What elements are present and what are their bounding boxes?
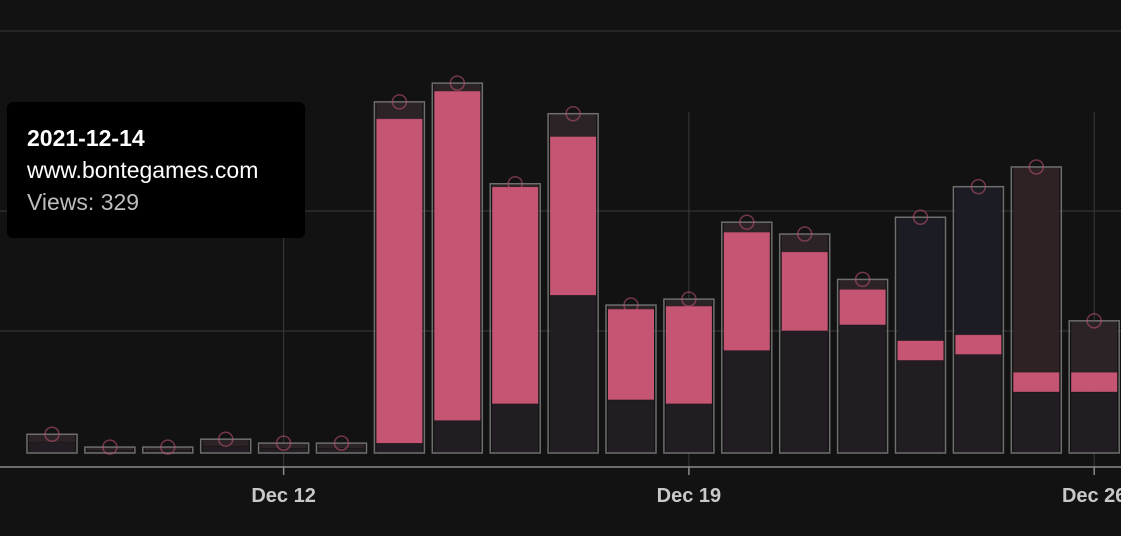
bar-segment-2021-12-16-s2[interactable]	[492, 183, 539, 187]
bar-segment-2021-12-11-s2[interactable]	[202, 439, 249, 447]
bar-segment-2021-12-19-s2[interactable]	[665, 299, 712, 307]
bar-segment-2021-12-12-s2[interactable]	[260, 443, 307, 449]
bar-segment-2021-12-10-s0[interactable]	[144, 450, 191, 453]
bar-point-2021-12-19[interactable]	[681, 291, 697, 307]
bar-outline-2021-12-12[interactable]	[257, 442, 310, 454]
bar-point-2021-12-08[interactable]	[44, 426, 60, 443]
x-tick-label-1: Dec 19	[657, 485, 722, 507]
bar-point-2021-12-22[interactable]	[854, 271, 871, 288]
bar-segment-2021-12-25-s1[interactable]	[1013, 372, 1060, 392]
bar-segment-2021-12-21-s2[interactable]	[781, 234, 828, 252]
bar-point-2021-12-14[interactable]	[391, 94, 408, 110]
bar-outline-2021-12-11[interactable]	[199, 438, 252, 454]
bar-outline-2021-12-26[interactable]	[1068, 320, 1120, 454]
bar-segment-2021-12-08-s2[interactable]	[29, 434, 75, 443]
bar-point-2021-12-09[interactable]	[102, 439, 118, 455]
bar-point-2021-12-26[interactable]	[1086, 313, 1102, 329]
bar-segment-2021-12-17-s0[interactable]	[550, 295, 597, 453]
bars	[26, 75, 1120, 455]
bar-outline-2021-12-22[interactable]	[836, 278, 889, 454]
bar-outline-2021-12-10[interactable]	[142, 446, 194, 454]
bar-segment-2021-12-09-s2[interactable]	[86, 447, 133, 451]
bar-outline-2021-12-17[interactable]	[547, 112, 599, 454]
bar-point-2021-12-12[interactable]	[275, 435, 292, 451]
x-tick-label-2: Dec 26	[1062, 485, 1121, 507]
bar-segment-2021-12-26-s0[interactable]	[1071, 391, 1118, 453]
bar-outline-2021-12-13[interactable]	[315, 442, 368, 454]
bar-point-2021-12-16[interactable]	[507, 175, 523, 192]
bar-segment-2021-12-09-s0[interactable]	[86, 450, 133, 453]
bar-segment-2021-12-23-s3[interactable]	[897, 217, 944, 341]
bar-segment-2021-12-25-s0[interactable]	[1013, 391, 1060, 453]
bar-point-2021-12-11[interactable]	[217, 431, 234, 447]
bar-segment-2021-12-22-s1[interactable]	[839, 289, 886, 325]
bar-segment-2021-12-15-s0[interactable]	[434, 420, 481, 453]
bar-segment-2021-12-15-s2[interactable]	[434, 83, 481, 92]
bar-segment-2021-12-20-s2[interactable]	[723, 222, 770, 233]
bar-segment-2021-12-26-s2[interactable]	[1071, 320, 1118, 373]
bar-segment-2021-12-25-s4[interactable]	[1013, 166, 1060, 373]
bar-segment-2021-12-17-s1[interactable]	[550, 136, 597, 296]
bar-point-2021-12-18[interactable]	[623, 297, 639, 313]
bar-point-2021-12-25[interactable]	[1028, 159, 1045, 175]
bar-segment-2021-12-10-s2[interactable]	[144, 447, 191, 451]
tooltip-date: 2021-12-14	[27, 125, 145, 151]
bar-segment-2021-12-20-s0[interactable]	[723, 350, 770, 453]
x-tick-label-0: Dec 12	[251, 485, 316, 507]
bar-outline-2021-12-21[interactable]	[778, 233, 831, 454]
bar-point-2021-12-23[interactable]	[912, 209, 929, 226]
bar-segment-2021-12-16-s0[interactable]	[492, 403, 539, 453]
tooltip-site: www.bontegames.com	[27, 157, 259, 183]
bar-outline-2021-12-18[interactable]	[605, 304, 657, 454]
chart-tooltip: 2021-12-14 www.bontegames.com Views: 329	[7, 102, 305, 238]
bar-segment-2021-12-23-s0[interactable]	[897, 360, 944, 453]
bar-segment-2021-12-24-s0[interactable]	[955, 354, 1002, 453]
bar-segment-2021-12-21-s1[interactable]	[781, 251, 828, 331]
bar-outline-2021-12-14[interactable]	[373, 101, 426, 454]
bar-segment-2021-12-14-s0[interactable]	[376, 443, 423, 453]
bar-point-2021-12-24[interactable]	[970, 178, 987, 195]
bar-segment-2021-12-20-s1[interactable]	[723, 232, 770, 351]
bar-outline-2021-12-25[interactable]	[1010, 166, 1063, 454]
bar-segment-2021-12-13-s2[interactable]	[318, 443, 365, 449]
bar-segment-2021-12-24-s3[interactable]	[955, 186, 1002, 335]
bar-segment-2021-12-17-s2[interactable]	[550, 113, 597, 137]
bar-point-2021-12-21[interactable]	[796, 226, 813, 242]
bar-segment-2021-12-19-s1[interactable]	[665, 306, 712, 404]
bar-segment-2021-12-11-s0[interactable]	[202, 446, 249, 453]
bar-point-2021-12-20[interactable]	[739, 214, 755, 230]
bar-outline-2021-12-24[interactable]	[952, 185, 1005, 454]
bar-segment-2021-12-18-s0[interactable]	[608, 399, 654, 453]
tooltip-views: Views: 329	[27, 189, 140, 215]
bar-segment-2021-12-22-s2[interactable]	[839, 279, 886, 290]
bar-segment-2021-12-14-s1[interactable]	[376, 118, 423, 444]
bar-point-2021-12-17[interactable]	[565, 105, 581, 122]
bar-outline-2021-12-19[interactable]	[663, 298, 715, 454]
x-axis: Dec 12 Dec 19 Dec 26	[0, 466, 1121, 507]
bar-segment-2021-12-08-s0[interactable]	[29, 442, 75, 453]
bar-outline-2021-12-15[interactable]	[431, 82, 484, 454]
bar-outline-2021-12-16[interactable]	[489, 182, 541, 454]
bar-outline-2021-12-09[interactable]	[84, 446, 136, 454]
bar-segment-2021-12-21-s0[interactable]	[781, 330, 828, 453]
bar-outline-2021-12-08[interactable]	[26, 433, 78, 454]
bar-segment-2021-12-14-s2[interactable]	[376, 101, 423, 119]
bar-segment-2021-12-15-s1[interactable]	[434, 91, 481, 421]
bar-segment-2021-12-18-s2[interactable]	[608, 305, 654, 309]
bar-segment-2021-12-18-s1[interactable]	[608, 308, 654, 400]
bar-outline-2021-12-20[interactable]	[721, 221, 773, 454]
bar-point-2021-12-10[interactable]	[160, 439, 176, 455]
bar-segment-2021-12-23-s1[interactable]	[897, 340, 944, 361]
bar-segment-2021-12-26-s1[interactable]	[1071, 372, 1118, 392]
bar-segment-2021-12-22-s0[interactable]	[839, 324, 886, 453]
bar-segment-2021-12-19-s0[interactable]	[665, 403, 712, 453]
bar-outline-2021-12-23[interactable]	[894, 216, 947, 454]
bar-point-2021-12-15[interactable]	[449, 75, 466, 91]
bar-segment-2021-12-24-s1[interactable]	[955, 334, 1002, 355]
bar-point-2021-12-13[interactable]	[333, 435, 350, 451]
bar-segment-2021-12-16-s1[interactable]	[492, 186, 539, 404]
